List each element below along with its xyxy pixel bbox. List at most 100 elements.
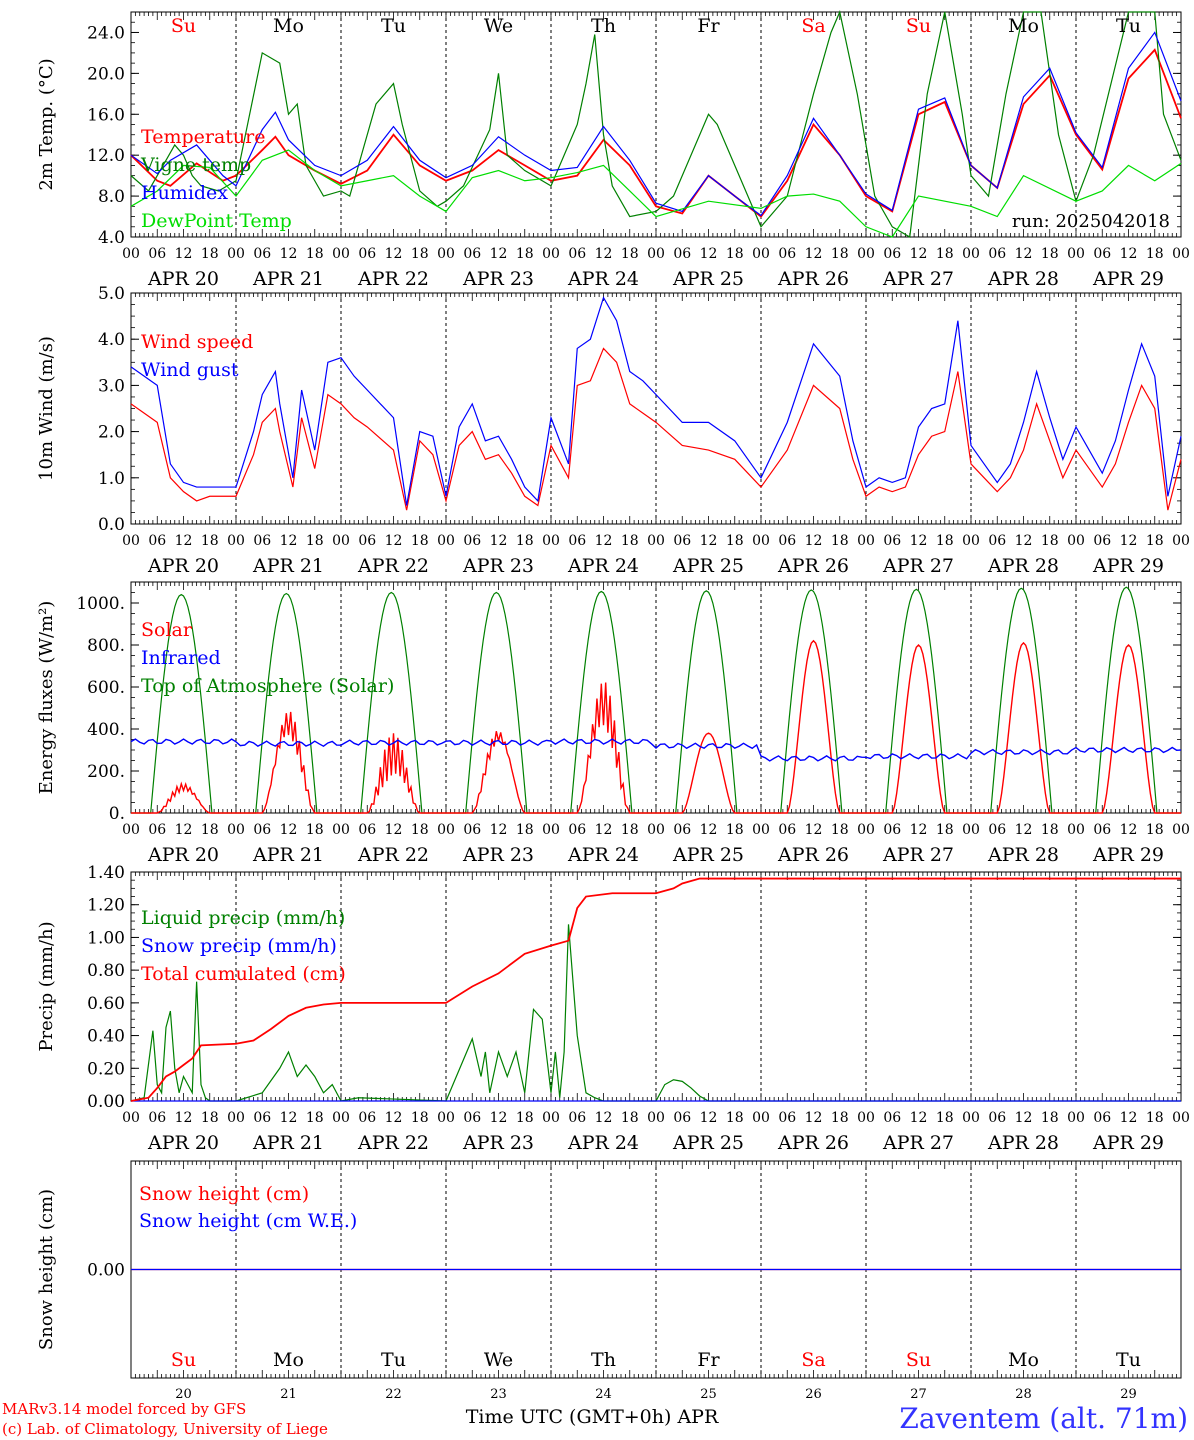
- x-hour-label: 18: [411, 822, 429, 838]
- x-hour-label: 06: [778, 533, 796, 549]
- y-tick-label: 0.0: [98, 515, 125, 535]
- x-hour-label: 00: [437, 1110, 455, 1126]
- legend-entry: Snow height (cm W.E.): [139, 1210, 357, 1232]
- x-day-number: 22: [385, 1387, 402, 1402]
- day-of-week-label: Fr: [697, 1349, 720, 1371]
- x-hour-label: 12: [910, 822, 928, 838]
- x-hour-label: 00: [332, 822, 350, 838]
- legend-entry: DewPoint Temp: [141, 210, 292, 232]
- x-hour-label: 06: [883, 1110, 901, 1126]
- y-tick-label: 12.0: [87, 146, 125, 166]
- x-hour-label: 06: [253, 822, 271, 838]
- x-hour-label: 00: [752, 822, 770, 838]
- day-of-week-label: Mo: [1008, 15, 1039, 37]
- x-hour-label: 06: [988, 246, 1006, 262]
- legend-entry: Temperature: [141, 126, 265, 148]
- x-hour-label: 06: [673, 822, 691, 838]
- station-name: Zaventem (alt. 71m): [899, 1402, 1188, 1435]
- x-hour-label: 06: [253, 533, 271, 549]
- x-hour-label: 12: [595, 822, 613, 838]
- x-hour-label: 12: [805, 822, 823, 838]
- x-date-label: APR 22: [357, 268, 429, 290]
- x-day-number: 21: [280, 1387, 297, 1402]
- series-line-solar: [131, 639, 1181, 814]
- x-hour-label: 12: [910, 246, 928, 262]
- day-of-week-label: Th: [591, 1349, 616, 1371]
- x-hour-label: 18: [411, 246, 429, 262]
- day-of-week-label: Tu: [381, 15, 406, 37]
- y-axis-label: 2m Temp. (°C): [36, 58, 57, 190]
- x-hour-label: 12: [1120, 822, 1138, 838]
- y-tick-label: 800.: [87, 636, 125, 656]
- x-hour-label: 06: [253, 246, 271, 262]
- x-day-number: 29: [1120, 1387, 1137, 1402]
- x-hour-label: 00: [437, 533, 455, 549]
- x-hour-label: 18: [726, 246, 744, 262]
- legend-entry: Wind speed: [141, 331, 253, 353]
- y-tick-label: 4.0: [98, 228, 125, 248]
- panels: 4.0 8.0 12.0 16.0 20.0 24.0 2m Temp. (°C) 00 06 1…: [36, 10, 1190, 1402]
- y-tick-label: 0.20: [87, 1059, 125, 1079]
- x-date-label: APR 26: [777, 555, 849, 577]
- day-of-week-label: Sa: [801, 1349, 825, 1371]
- day-of-week-label: Mo: [273, 1349, 304, 1371]
- x-day-number: 24: [595, 1387, 612, 1402]
- x-hour-label: 12: [385, 533, 403, 549]
- x-hour-label: 12: [490, 533, 508, 549]
- x-hour-label: 06: [148, 246, 166, 262]
- x-hour-label: 00: [122, 822, 140, 838]
- x-hour-label: 00: [752, 1110, 770, 1126]
- y-tick-label: 400.: [87, 720, 125, 740]
- x-date-label: APR 23: [462, 555, 534, 577]
- x-hour-label: 00: [1172, 822, 1190, 838]
- x-hour-label: 00: [542, 533, 560, 549]
- day-of-week-label: We: [484, 15, 513, 37]
- x-hour-label: 12: [385, 246, 403, 262]
- x-date-label: APR 22: [357, 844, 429, 866]
- x-hour-label: 12: [910, 1110, 928, 1126]
- x-hour-label: 00: [437, 246, 455, 262]
- day-of-week-label: We: [484, 1349, 513, 1371]
- x-hour-label: 18: [1041, 822, 1059, 838]
- day-of-week-label: Tu: [1116, 1349, 1141, 1371]
- x-hour-label: 00: [542, 246, 560, 262]
- x-hour-label: 18: [201, 533, 219, 549]
- x-date-label: APR 22: [357, 1132, 429, 1154]
- x-hour-label: 12: [280, 246, 298, 262]
- day-of-week-label: Mo: [1008, 1349, 1039, 1371]
- x-hour-label: 00: [647, 822, 665, 838]
- run-label: run: 2025042018: [1012, 211, 1170, 232]
- y-axis-label: Precip (mm/h): [36, 921, 57, 1051]
- x-hour-label: 18: [831, 246, 849, 262]
- series-line-2: [130, 31, 1182, 217]
- x-hour-label: 18: [201, 822, 219, 838]
- x-hour-label: 18: [936, 246, 954, 262]
- x-hour-label: 12: [1015, 246, 1033, 262]
- legend-entry: Solar: [141, 619, 193, 641]
- x-date-label: APR 25: [672, 1132, 744, 1154]
- legend-entry: Top of Atmosphere (Solar): [141, 675, 394, 697]
- x-hour-label: 06: [883, 822, 901, 838]
- legend-entry: Wind gust: [141, 359, 239, 381]
- x-hour-label: 12: [595, 246, 613, 262]
- legend-entry: Infrared: [141, 647, 221, 669]
- x-hour-label: 06: [148, 822, 166, 838]
- series-line-3: [130, 149, 1182, 238]
- legend-entry: Snow precip (mm/h): [141, 935, 337, 957]
- footer-credit-lab: (c) Lab. of Climatology, University of L…: [2, 1420, 328, 1438]
- x-date-label: APR 25: [672, 844, 744, 866]
- y-tick-label: 600.: [87, 678, 125, 698]
- x-day-number: 27: [910, 1387, 927, 1402]
- y-tick-label: 0.00: [87, 1261, 125, 1281]
- x-hour-label: 06: [568, 1110, 586, 1126]
- x-hour-label: 00: [962, 1110, 980, 1126]
- x-hour-label: 06: [673, 1110, 691, 1126]
- x-hour-label: 18: [831, 533, 849, 549]
- x-date-label: APR 27: [882, 555, 954, 577]
- x-date-label: APR 28: [987, 268, 1059, 290]
- y-tick-label: 16.0: [87, 105, 125, 125]
- x-hour-label: 18: [306, 822, 324, 838]
- x-hour-label: 12: [1015, 533, 1033, 549]
- x-hour-label: 12: [385, 1110, 403, 1126]
- series-line-1: [130, 296, 1182, 506]
